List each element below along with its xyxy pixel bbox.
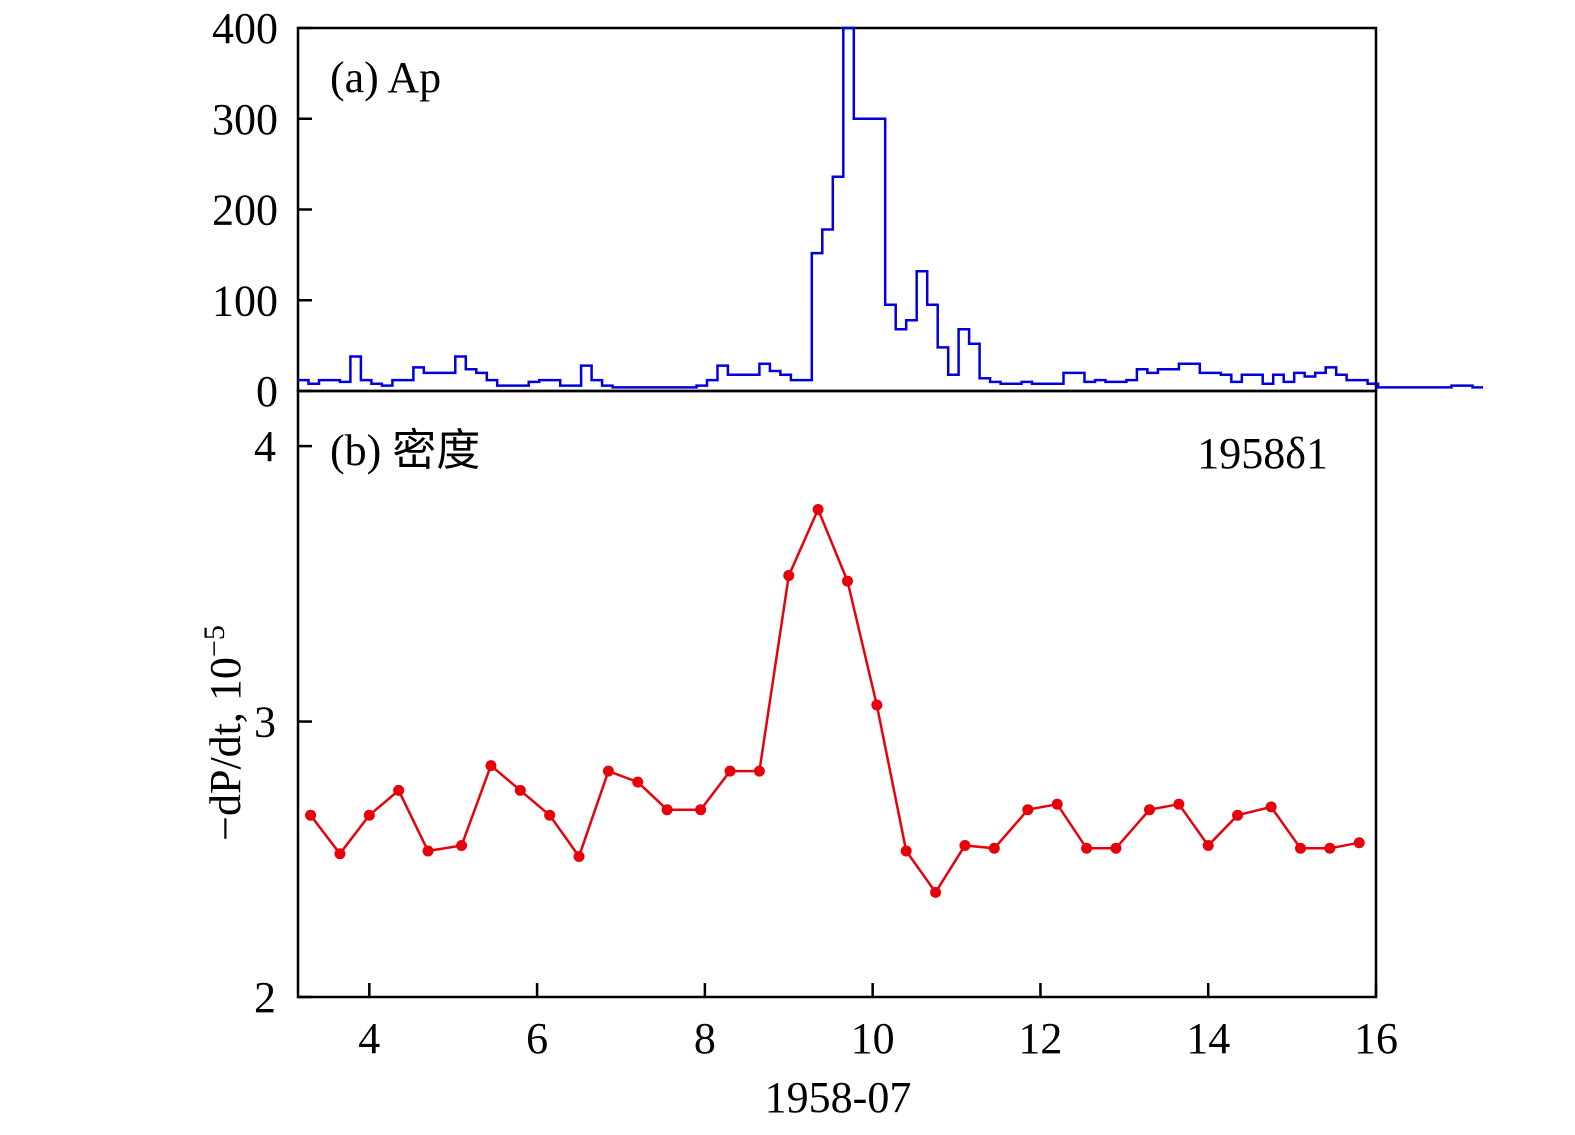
x-tick-label: 10 — [851, 1014, 895, 1063]
satellite-annotation: 1958δ1 — [1197, 429, 1328, 478]
density-point — [1051, 798, 1063, 810]
density-point — [812, 503, 824, 515]
y-axis-title: −dP/dt, 10−5 — [198, 625, 250, 841]
x-tick-label: 14 — [1186, 1014, 1230, 1063]
density-point — [422, 845, 434, 857]
density-point — [930, 886, 942, 898]
x-axis-title: 1958-07 — [765, 1073, 912, 1122]
y-tick-label: 200 — [212, 186, 278, 235]
y-tick-label: 100 — [212, 276, 278, 325]
density-point — [841, 575, 853, 587]
density-point — [724, 765, 736, 777]
density-point — [1232, 809, 1244, 821]
density-point — [871, 699, 883, 711]
density-point — [602, 765, 614, 777]
density-point — [783, 570, 795, 582]
density-point — [573, 851, 585, 863]
x-tick-label: 6 — [526, 1014, 548, 1063]
y-tick-label: 300 — [212, 95, 278, 144]
density-point — [514, 784, 526, 796]
density-point — [1353, 837, 1365, 849]
density-point — [1110, 842, 1122, 854]
x-tick-label: 16 — [1354, 1014, 1398, 1063]
density-point — [334, 848, 346, 860]
density-point — [753, 765, 765, 777]
panel-b-y-ticks: 2 3 4 — [254, 422, 312, 1022]
density-point — [1173, 798, 1185, 810]
panel-b-density: 2 3 4 4 6 8 10 12 14 16 (b) 密度 1958δ1 1958-07 −d… — [198, 389, 1398, 1122]
density-point — [544, 809, 556, 821]
density-point — [959, 840, 971, 851]
x-tick-label: 4 — [358, 1014, 380, 1063]
density-point — [632, 776, 644, 788]
density-point — [988, 842, 1000, 854]
density-point — [456, 840, 468, 851]
density-point — [1022, 804, 1034, 816]
density-point — [1081, 842, 1093, 854]
density-point — [900, 845, 912, 857]
ap-step-series — [298, 26, 1483, 389]
density-point — [363, 809, 375, 821]
y-tick-label: 400 — [212, 4, 278, 53]
panel-a-ap: 0 100 200 300 400 (a) Ap — [212, 4, 1483, 416]
panel-a-label: (a) Ap — [330, 53, 441, 102]
density-point — [485, 760, 497, 772]
y-tick-label: 3 — [254, 698, 276, 747]
y-tick-label: 2 — [254, 973, 276, 1022]
x-tick-label: 12 — [1018, 1014, 1062, 1063]
y-tick-label: 4 — [254, 422, 276, 471]
density-point — [695, 804, 707, 816]
density-point — [393, 784, 405, 796]
panel-a-frame — [296, 26, 1378, 393]
y-axis-title-exponent: −5 — [198, 625, 231, 657]
density-point — [1202, 840, 1214, 851]
density-point — [1265, 801, 1277, 813]
density-point — [1324, 842, 1336, 854]
y-axis-title-main: −dP/dt, 10 — [201, 657, 250, 841]
panel-a-y-ticks: 0 100 200 300 400 — [212, 4, 312, 416]
x-tick-label: 8 — [694, 1014, 716, 1063]
density-point — [305, 809, 317, 821]
panel-b-label: (b) 密度 — [330, 426, 480, 475]
density-point — [1294, 842, 1306, 854]
y-tick-label: 0 — [256, 367, 278, 416]
panel-b-frame — [296, 389, 1378, 999]
density-point — [1143, 804, 1155, 816]
panel-b-x-ticks: 4 6 8 10 12 14 16 — [358, 983, 1398, 1063]
density-series-points — [305, 503, 1365, 898]
density-series-line — [309, 506, 1360, 895]
density-point — [661, 804, 673, 816]
